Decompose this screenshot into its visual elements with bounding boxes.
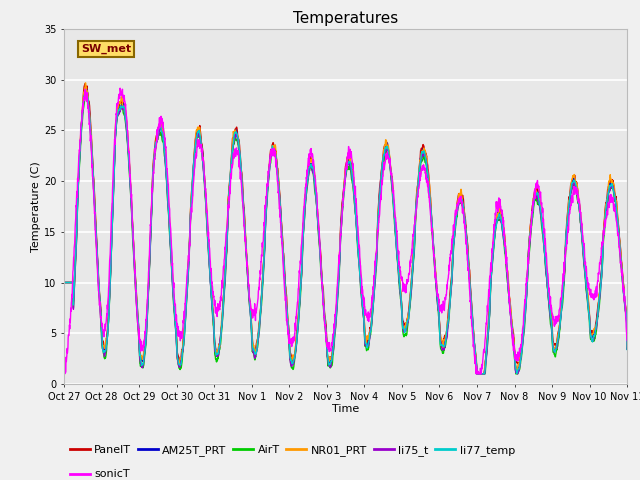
Legend: sonicT: sonicT: [70, 469, 130, 480]
Text: SW_met: SW_met: [81, 44, 131, 54]
X-axis label: Time: Time: [332, 405, 359, 414]
Title: Temperatures: Temperatures: [293, 11, 398, 26]
Y-axis label: Temperature (C): Temperature (C): [31, 161, 41, 252]
